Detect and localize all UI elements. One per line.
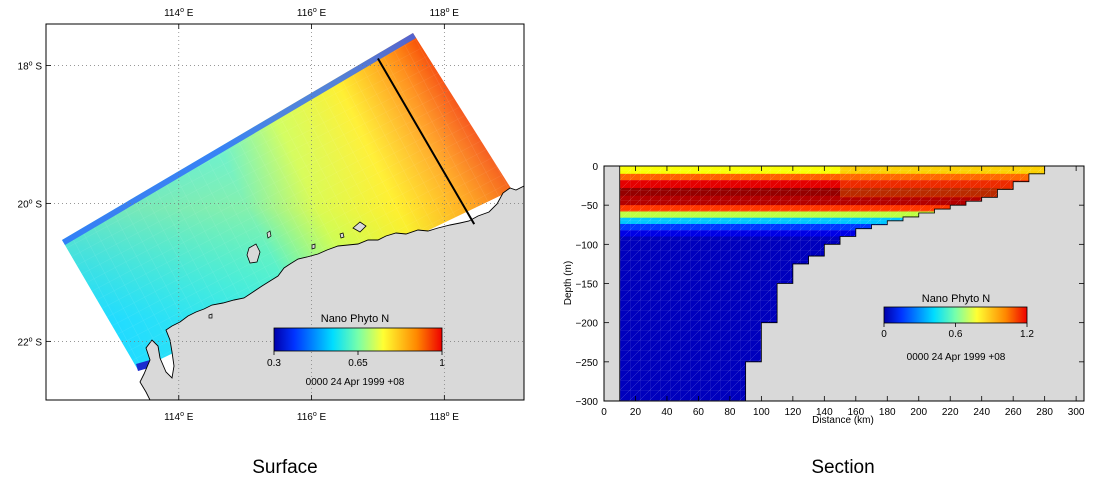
island-small-4 [311, 243, 316, 250]
section-colorbar-tick-label: 1.2 [1020, 329, 1034, 340]
map-left-tick-label-hemisphere: S [33, 337, 43, 348]
surface-colorbar-title: Nano Phyto N [321, 313, 390, 325]
section-y-tick-label: −150 [575, 280, 598, 291]
map-bottom-tick-label-degree-sign: o [446, 411, 450, 418]
map-left-tick-label-degree-sign: o [29, 198, 33, 205]
section-x-tick-label: 200 [910, 407, 927, 418]
section-x-axis-label: Distance (km) [812, 415, 874, 426]
map-top-tick-label-hemisphere: E [184, 8, 194, 19]
map-top-tick-label-value: 118 [430, 8, 446, 19]
map-left-tick-label-value: 22 [18, 337, 30, 348]
section-y-tick-label: −200 [575, 319, 598, 330]
section-y-tick-label: 0 [592, 162, 598, 173]
section-colorbar-ramp [883, 306, 1028, 324]
surface-panel-title: Surface [252, 457, 317, 478]
map-top-tick-label-hemisphere: E [317, 8, 327, 19]
map-bottom-tick-label: 116o E [297, 411, 327, 423]
map-top-tick-label-value: 116 [297, 8, 313, 19]
map-top-tick-label-value: 114 [164, 8, 180, 19]
section-x-tick-label: 100 [753, 407, 770, 418]
map-left-tick-label: 20o S [18, 198, 43, 210]
map-bottom-tick-label-hemisphere: E [184, 412, 194, 423]
section-panel-title: Section [811, 457, 874, 478]
map-bottom-tick-label: 114o E [164, 411, 194, 423]
surface-colorbar-tick-label: 0.65 [348, 358, 368, 369]
surface-colorbar: Nano Phyto N 0.3 0.65 1 0000 24 Apr 1999 +… [267, 313, 445, 388]
map-bottom-ticks: 114o E 116o E 118o E [164, 395, 459, 423]
map-bottom-tick-label-hemisphere: E [317, 412, 327, 423]
island-small-1 [352, 221, 367, 233]
section-x-tick-label: 300 [1068, 407, 1085, 418]
domain-edge-strip [62, 33, 416, 245]
map-bottom-tick-label-value: 114 [164, 412, 180, 423]
map-bottom-tick-label-degree-sign: o [180, 411, 184, 418]
section-bathymetry-outline [619, 165, 1046, 402]
island-small-3 [339, 232, 345, 239]
section-colorbar: Nano Phyto N 0 0.6 1.2 0000 24 Apr 1999 +0… [881, 293, 1034, 363]
island-small-2 [266, 230, 272, 239]
surface-colorbar-ticks: 0.3 0.65 1 [267, 351, 445, 369]
map-top-tick-label-degree-sign: o [313, 7, 317, 14]
domain-cell-grid [62, 33, 512, 370]
surface-timestamp: 0000 24 Apr 1999 +08 [306, 377, 405, 388]
section-x-tick-label: 0 [601, 407, 607, 418]
section-y-tick-label: −50 [581, 201, 598, 212]
section-y-tick-label: −100 [575, 240, 598, 251]
section-x-tick-label: 20 [630, 407, 642, 418]
section-timestamp: 0000 24 Apr 1999 +08 [907, 352, 1006, 363]
section-y-tick-label: −300 [575, 397, 598, 408]
section-y-axis-label: Depth (m) [563, 261, 574, 305]
section-x-tick-label: 140 [816, 407, 833, 418]
map-bottom-tick-label-value: 116 [297, 412, 313, 423]
map-left-tick-label-degree-sign: o [29, 60, 33, 67]
section-x-tick-label: 80 [724, 407, 736, 418]
section-x-tick-label: 120 [785, 407, 802, 418]
section-colorbar-tick-label: 0.6 [949, 329, 963, 340]
map-left-tick-label-hemisphere: S [33, 61, 43, 72]
section-transect-line [377, 57, 476, 225]
section-plot: 0 20 40 60 80 100 120 140 160 180 200 220 240 260 280 3… [575, 162, 1084, 418]
section-x-tick-label: 280 [1036, 407, 1053, 418]
section-x-tick-label: 260 [1005, 407, 1022, 418]
domain-corner-low [136, 360, 152, 371]
section-colorbar-tick-label: 0 [881, 329, 887, 340]
surface-colorbar-tick-label: 1 [439, 358, 445, 369]
map-left-tick-label-value: 20 [18, 199, 30, 210]
section-x-tick-label: 160 [847, 407, 864, 418]
map-top-tick-label-degree-sign: o [180, 7, 184, 14]
section-ticks: 0 20 40 60 80 100 120 140 160 180 200 220 240 260 280 3… [575, 162, 1084, 418]
section-x-tick-label: 220 [942, 407, 959, 418]
island-small-5 [208, 313, 213, 319]
map-top-tick-label: 118o E [430, 7, 460, 19]
section-x-tick-label: 180 [879, 407, 896, 418]
map-left-tick-label-hemisphere: S [33, 199, 43, 210]
map-top-tick-label-hemisphere: E [450, 8, 460, 19]
map-top-tick-label-degree-sign: o [446, 7, 450, 14]
map-bottom-tick-label-value: 118 [430, 412, 446, 423]
map-top-tick-label: 114o E [164, 7, 194, 19]
map-top-ticks: 114o E 116o E 118o E [164, 7, 459, 29]
section-x-tick-label: 60 [693, 407, 705, 418]
section-colorbar-ticks: 0 0.6 1.2 [881, 323, 1034, 340]
section-y-tick-label: −250 [575, 358, 598, 369]
section-colorbar-title: Nano Phyto N [922, 293, 991, 305]
section-x-tick-label: 40 [661, 407, 673, 418]
surface-colorbar-tick-label: 0.3 [267, 358, 281, 369]
map-bottom-tick-label-degree-sign: o [313, 411, 317, 418]
map-frame [45, 23, 525, 401]
island-barrow [246, 243, 261, 264]
map-top-tick-label: 116o E [297, 7, 327, 19]
map-gridlines [46, 24, 524, 400]
section-x-tick-label: 240 [973, 407, 990, 418]
map-left-tick-label-value: 18 [18, 61, 30, 72]
map-bottom-tick-label: 118o E [430, 411, 460, 423]
surface-colorbar-ramp [273, 327, 443, 352]
map-left-tick-label: 18o S [18, 60, 43, 72]
map-left-tick-label-degree-sign: o [29, 336, 33, 343]
map-bottom-tick-label-hemisphere: E [450, 412, 460, 423]
surface-map [46, 24, 524, 400]
map-left-tick-label: 22o S [18, 336, 43, 348]
